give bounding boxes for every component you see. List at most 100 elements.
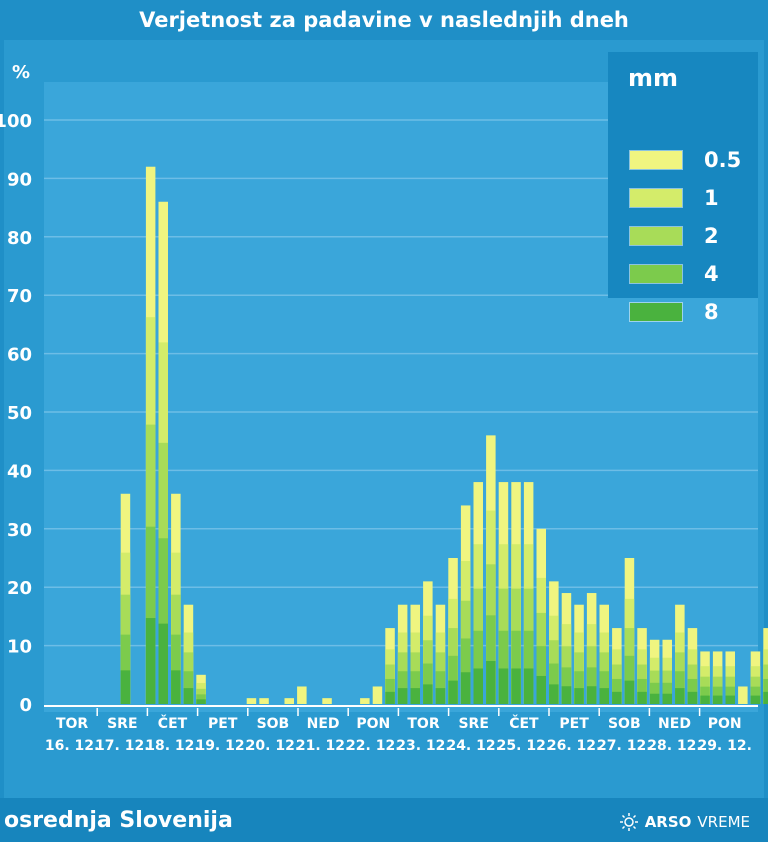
bar-segment	[549, 684, 559, 704]
bar-segment	[360, 698, 370, 704]
x-tick-day: PON	[356, 716, 390, 732]
bar-segment	[574, 688, 584, 704]
bar-segment	[700, 695, 710, 704]
bar-segment	[183, 688, 194, 704]
x-tick-date: 16. 12.	[45, 738, 99, 754]
y-tick-label: 40	[7, 461, 32, 482]
bar-segment	[397, 671, 408, 704]
x-tick-date: 18. 12.	[145, 738, 199, 754]
legend-label: 0.5	[704, 148, 742, 172]
legend-swatch	[629, 188, 683, 208]
bar-segment	[196, 694, 206, 704]
bar-segment	[486, 661, 496, 704]
bar-segment	[675, 688, 685, 704]
bar-segment	[284, 698, 294, 704]
legend-item: 4	[629, 262, 750, 288]
bar-segment	[637, 678, 647, 704]
bar-segment	[460, 638, 471, 704]
y-tick-label: 0	[19, 695, 32, 716]
bar-segment	[599, 671, 609, 704]
x-tick-date: 29. 12.	[697, 738, 751, 754]
bar-segment	[486, 615, 496, 704]
bar-segment	[145, 526, 156, 704]
bar-segment	[637, 691, 647, 704]
bar-segment	[561, 686, 572, 704]
bar-segment	[649, 682, 660, 704]
bar-segment	[561, 667, 572, 704]
bar-segment	[725, 686, 735, 704]
x-tick-day: ČET	[509, 714, 539, 732]
bar-segment	[297, 686, 307, 704]
region-name: osrednja Slovenija	[4, 808, 233, 833]
bar-segment	[763, 678, 768, 704]
x-tick-day: SOB	[257, 716, 290, 732]
x-tick-date: 23. 12.	[396, 738, 450, 754]
legend-item: 2	[629, 224, 750, 250]
bar-segment	[448, 655, 458, 704]
legend-label: 8	[704, 300, 719, 324]
bar-segment	[536, 646, 546, 704]
bar-segment	[511, 630, 521, 704]
bar-segment	[649, 693, 660, 704]
bar-segment	[599, 688, 609, 704]
x-tick-day: SOB	[608, 716, 641, 732]
bar-segment	[498, 668, 509, 704]
y-tick-label: 10	[7, 637, 32, 658]
legend-swatch	[629, 150, 683, 170]
y-tick-label: 70	[7, 286, 32, 307]
bar-segment	[586, 686, 597, 704]
legend-swatch	[629, 302, 683, 322]
bar-segment	[322, 698, 332, 704]
x-tick-date: 26. 12.	[547, 738, 601, 754]
bar-segment	[536, 675, 546, 704]
bar-segment	[624, 680, 635, 704]
bar-segment	[158, 623, 168, 704]
bar-segment	[738, 686, 748, 704]
y-axis-label: %	[12, 62, 30, 83]
bar-segment	[460, 672, 471, 704]
x-tick-day: SRE	[107, 716, 137, 732]
bar-segment	[158, 538, 168, 704]
x-tick-date: 28. 12.	[647, 738, 701, 754]
y-tick-label: 50	[7, 403, 32, 424]
bar-segment	[473, 630, 483, 704]
brand-name-bold: ARSO	[644, 813, 692, 831]
bar-segment	[612, 691, 622, 704]
bar-segment	[712, 686, 723, 704]
bar-segment	[120, 634, 131, 704]
bar-segment	[549, 663, 559, 704]
x-tick-date: 24. 12.	[446, 738, 500, 754]
bar-segment	[183, 671, 194, 704]
bar-segment	[473, 668, 483, 704]
legend-swatch	[629, 264, 683, 284]
bar-segment	[120, 670, 131, 704]
bar-segment	[171, 670, 181, 704]
bar-segment	[662, 682, 672, 704]
bar-segment	[410, 688, 420, 704]
y-tick-label: 20	[7, 578, 32, 599]
x-tick-day: NED	[658, 716, 691, 732]
arso-logo[interactable]: ARSO VREME	[619, 812, 750, 832]
precipitation-chart: 0 10 20 30 40 50 60 70 80 90 100% TOR 16. 12. SRE 17. …	[0, 62, 768, 754]
bar-segment	[423, 663, 433, 704]
bar-segment	[511, 668, 521, 704]
bar-segment	[498, 630, 509, 704]
sun-icon	[619, 813, 638, 831]
x-tick-day: NED	[307, 716, 340, 732]
x-tick-date: 21. 12.	[296, 738, 350, 754]
bar-segment	[423, 684, 433, 704]
legend-label: 4	[704, 262, 719, 286]
legend-item: 1	[629, 186, 750, 212]
x-tick-day: PET	[559, 716, 589, 732]
legend-item: 8	[629, 300, 750, 326]
y-tick-label: 60	[7, 345, 32, 366]
x-tick-day: PON	[708, 716, 742, 732]
legend-swatch	[629, 226, 683, 246]
bar-segment	[675, 671, 685, 704]
bar-segment	[385, 678, 395, 704]
x-tick-date: 19. 12.	[195, 738, 249, 754]
bar-segment	[700, 686, 710, 704]
bar-segment	[624, 655, 635, 704]
bar-segment	[435, 688, 446, 704]
legend-label: 1	[704, 186, 719, 210]
